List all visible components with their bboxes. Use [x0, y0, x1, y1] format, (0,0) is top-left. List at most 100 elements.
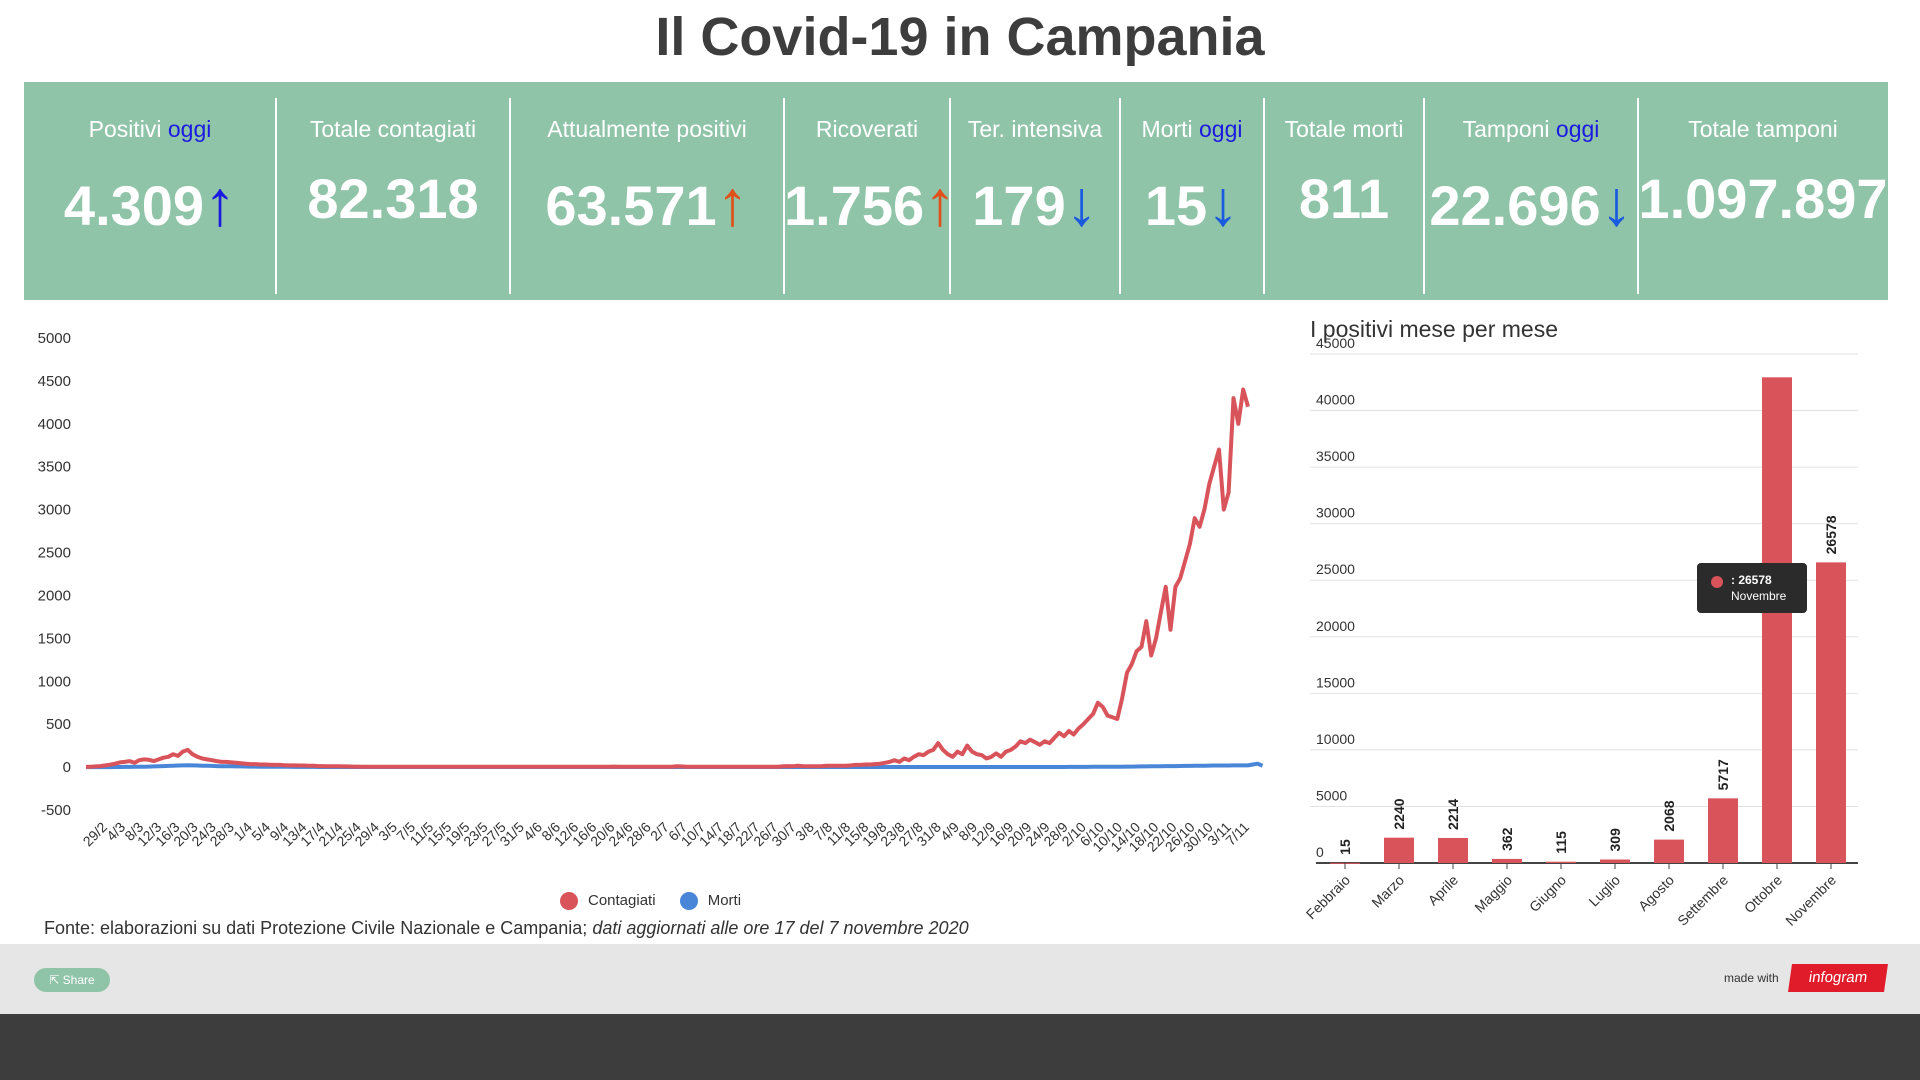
x-category-label: Agosto: [1635, 872, 1677, 914]
y-tick-label: 35000: [1316, 448, 1355, 464]
stat-divider: [1119, 98, 1121, 294]
stat-label: Totale contagiati: [276, 116, 510, 143]
y-tick-label: 1000: [38, 673, 71, 690]
page-title: Il Covid-19 in Campania: [655, 7, 1265, 67]
bottom-bar: [0, 1014, 1920, 1080]
line-chart: 5000450040003500300025002000150010005000…: [38, 330, 1264, 855]
stat-label-text: Positivi: [88, 116, 162, 142]
y-tick-label: 1500: [38, 630, 71, 647]
legend-label-morti: Morti: [707, 892, 742, 909]
stat-label-highlight: oggi: [1199, 116, 1243, 142]
bar-value-label: 115: [1553, 831, 1569, 854]
footer-bar: ⇱ Share made with infogram: [0, 944, 1920, 1014]
y-tick-label: 5000: [1316, 787, 1347, 803]
share-button[interactable]: ⇱ Share: [34, 968, 110, 992]
stat-label: Morti oggi: [1120, 116, 1264, 143]
stat-label-text: Morti: [1141, 116, 1193, 142]
stat-value-text: 4.309: [63, 174, 205, 237]
stats-panel: Positivi oggi 4.309↑ Totale contagiati 82.3…: [24, 82, 1888, 300]
stat-label-text: Ricoverati: [815, 116, 919, 142]
stat-label-text: Totale morti: [1284, 116, 1404, 142]
stat-label: Attualmente positivi: [510, 116, 784, 143]
stat-value: 1.756↑: [784, 166, 956, 240]
x-category-label: Maggio: [1471, 872, 1515, 916]
bar-value-label: 309: [1607, 828, 1623, 852]
stat-divider: [783, 98, 785, 294]
stat-divider: [1263, 98, 1265, 294]
stat-divider: [1637, 98, 1639, 294]
y-tick-label: 3500: [38, 459, 71, 476]
stat-value-text: 82.318: [307, 167, 479, 230]
stat-label: Tamponi oggi: [1424, 116, 1638, 143]
bar-value-label: 362: [1499, 827, 1515, 851]
bar-aprile: [1438, 837, 1468, 863]
stat-value: 1.097.897: [1638, 166, 1888, 231]
x-category-label: Marzo: [1368, 872, 1407, 911]
bar-marzo: [1384, 837, 1414, 863]
stat-label: Totale tamponi: [1638, 116, 1888, 143]
source-italic: dati aggiornati alle ore 17 del 7 novemb…: [592, 918, 969, 938]
y-tick-label: 30000: [1316, 505, 1355, 521]
y-tick-label: 5000: [38, 330, 71, 347]
stat-5: Morti oggi 15↓: [1120, 82, 1264, 300]
infogram-logo[interactable]: infogram: [1788, 964, 1888, 992]
stat-8: Totale tamponi 1.097.897: [1638, 82, 1888, 300]
source-note: Fonte: elaborazioni su dati Protezione C…: [44, 918, 969, 939]
stat-value: 82.318: [276, 166, 510, 231]
x-category-label: Ottobre: [1741, 872, 1785, 916]
bar-settembre: [1708, 798, 1738, 863]
legend-item-morti[interactable]: Morti: [679, 892, 742, 911]
y-tick-label: 15000: [1316, 674, 1355, 690]
bar-tooltip: : 26578 Novembre: [1697, 563, 1807, 613]
bar-novembre: [1816, 562, 1846, 863]
bar-maggio: [1492, 858, 1522, 863]
y-tick-label: 45000: [1316, 335, 1355, 351]
bar-value-label: 15: [1337, 839, 1353, 855]
stat-divider: [509, 98, 511, 294]
y-tick-label: 25000: [1316, 561, 1355, 577]
legend-item-contagiati[interactable]: Contagiati: [560, 892, 656, 911]
legend-dot-contagiati: [560, 892, 578, 911]
stat-label: Positivi oggi: [24, 116, 276, 143]
stat-value: 22.696↓: [1424, 166, 1638, 240]
bar-ottobre: [1762, 377, 1792, 863]
series-line-contagiati: [85, 387, 1250, 769]
bar-giugno: [1546, 861, 1576, 863]
stat-2: Attualmente positivi 63.571↑: [510, 82, 784, 300]
y-tick-label: 4500: [38, 373, 71, 390]
bar-value-label: 2068: [1661, 800, 1677, 831]
tooltip-label: Novembre: [1731, 589, 1787, 603]
stat-3: Ricoverati 1.756↑: [784, 82, 956, 300]
stat-value-text: 63.571: [545, 174, 717, 237]
stat-value: 4.309↑: [24, 166, 276, 240]
bar-value-label: 26578: [1823, 515, 1839, 554]
y-tick-label: 10000: [1316, 731, 1355, 747]
y-tick-label: 0: [1316, 844, 1324, 860]
bar-agosto: [1654, 839, 1684, 863]
share-icon: ⇱: [49, 973, 63, 987]
arrow-down-icon: ↓: [1207, 167, 1240, 239]
stat-label: Ricoverati: [784, 116, 950, 143]
x-category-label: Novembre: [1782, 872, 1839, 929]
arrow-up-icon: ↑: [204, 167, 237, 239]
stat-label-highlight: oggi: [167, 116, 212, 142]
y-tick-label: -500: [41, 802, 71, 819]
stat-value: 811: [1264, 166, 1424, 231]
stat-value: 179↓: [950, 166, 1120, 240]
stat-6: Totale morti 811: [1264, 82, 1424, 300]
arrow-down-icon: ↓: [1065, 167, 1098, 239]
tooltip-value: : 26578: [1731, 573, 1772, 587]
legend-label-contagiati: Contagiati: [588, 892, 656, 909]
stat-0: Positivi oggi 4.309↑: [24, 82, 276, 300]
stat-label-text: Attualmente positivi: [547, 116, 747, 142]
arrow-up-icon: ↑: [716, 167, 749, 239]
stat-value: 15↓: [1120, 166, 1264, 240]
stat-divider: [1423, 98, 1425, 294]
bar-luglio: [1600, 859, 1630, 863]
arrow-down-icon: ↓: [1600, 167, 1633, 239]
stat-label-highlight: oggi: [1555, 116, 1600, 142]
y-tick-label: 4000: [38, 416, 71, 433]
made-with-label: made with: [1724, 971, 1779, 985]
stat-label-text: Ter. intensiva: [967, 116, 1103, 142]
stat-value-text: 1.756: [784, 174, 925, 237]
